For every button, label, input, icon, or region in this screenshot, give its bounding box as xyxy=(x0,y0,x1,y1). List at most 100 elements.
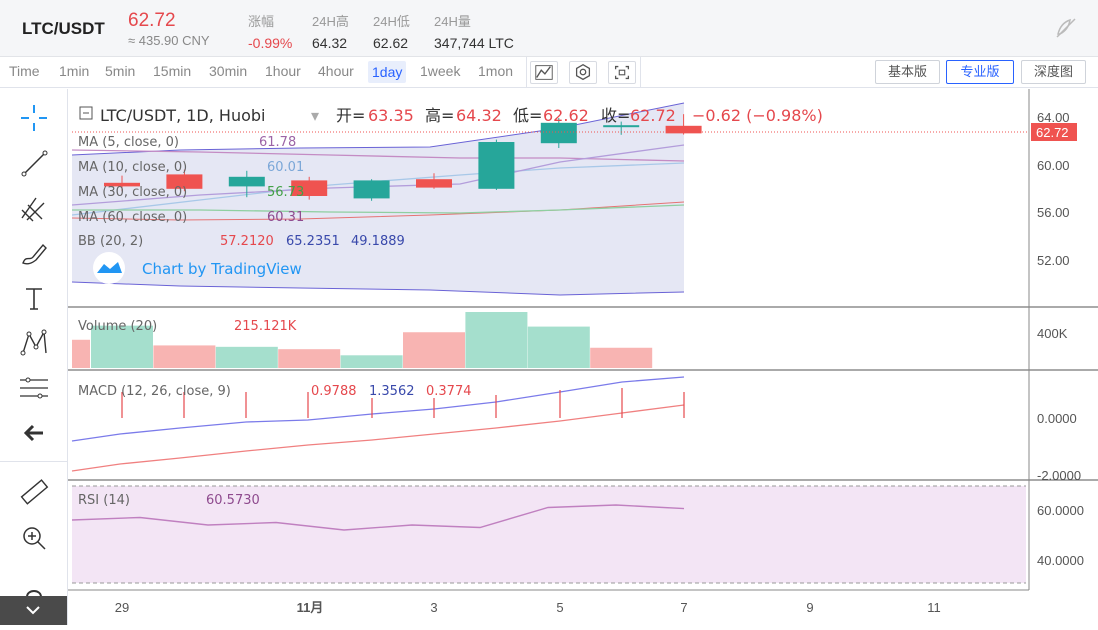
bb-fill xyxy=(72,103,684,295)
candle-body xyxy=(665,125,702,134)
stat-label: 24H低 xyxy=(373,14,410,29)
tf-1week[interactable]: 1week xyxy=(420,63,461,79)
hide-chart-icon[interactable] xyxy=(1054,16,1078,40)
volume-bar xyxy=(215,346,278,368)
ruler-icon xyxy=(20,479,49,505)
last-price-tag xyxy=(1031,123,1077,141)
volume-bar xyxy=(278,349,341,368)
divider xyxy=(526,57,527,88)
tradingview-logo xyxy=(93,252,125,284)
candles xyxy=(104,114,702,201)
stat-value: 62.62 xyxy=(373,35,409,51)
stat-low: 24H低 62.62 xyxy=(373,11,410,51)
ma5-value: 61.78 xyxy=(259,135,296,150)
ma10-value: 60.01 xyxy=(267,160,304,175)
time-tick: 29 xyxy=(115,600,129,615)
candle-body xyxy=(478,142,515,189)
pair-title[interactable]: LTC/USDT xyxy=(22,19,105,38)
indicators-button[interactable] xyxy=(530,61,558,84)
volume-bars xyxy=(72,312,653,368)
low-value: 62.62 xyxy=(543,106,589,125)
fullscreen-button[interactable] xyxy=(608,61,636,84)
bb-upper-value: 65.2351 xyxy=(286,234,340,249)
tf-1day[interactable]: 1day xyxy=(368,61,407,83)
stat-high: 24H高 64.32 xyxy=(312,11,349,51)
price-tick: 60.00 xyxy=(1037,158,1070,173)
zoom-tool[interactable] xyxy=(16,520,52,556)
close-label: 收= xyxy=(601,106,630,125)
candle-body xyxy=(353,180,390,199)
macd-pane xyxy=(71,376,685,472)
fib-tool[interactable] xyxy=(16,370,52,406)
text-tool[interactable] xyxy=(16,280,52,316)
stat-volume: 24H量 347,744 LTC xyxy=(434,11,514,51)
tf-1min[interactable]: 1min xyxy=(59,63,90,79)
macd-histogram xyxy=(121,388,685,418)
chart-toolbar: Time 1min 5min 15min 30min 1hour 4hour 1… xyxy=(0,57,1098,88)
collapse-toolbar-button[interactable] xyxy=(0,596,67,625)
ma10-label: MA (10, close, 0) xyxy=(78,160,187,175)
tf-15min[interactable]: 15min xyxy=(153,63,192,79)
settings-button[interactable] xyxy=(569,61,597,84)
divider xyxy=(640,57,641,88)
volume-bar xyxy=(465,312,528,368)
crosshair-tool[interactable] xyxy=(16,100,52,136)
candle-body xyxy=(228,176,265,187)
candle-body xyxy=(291,180,328,196)
high-label: 高= xyxy=(425,106,454,125)
volume-bar xyxy=(527,326,590,368)
pitchfork-icon xyxy=(21,197,45,222)
tf-1hour[interactable]: 1hour xyxy=(265,63,301,79)
volume-bar xyxy=(403,332,465,368)
candle-body xyxy=(416,179,452,188)
tf-time[interactable]: Time xyxy=(9,63,40,79)
macd-line xyxy=(71,376,685,442)
trend-line-tool[interactable] xyxy=(16,145,52,181)
brush-tool[interactable] xyxy=(16,235,52,271)
volume-label: Volume (20) xyxy=(78,319,157,334)
back-button[interactable] xyxy=(16,415,52,451)
candle-body xyxy=(166,174,203,189)
low-label: 低= xyxy=(513,106,542,125)
time-tick: 11 xyxy=(927,600,941,615)
candle-body xyxy=(104,182,140,187)
tf-5min[interactable]: 5min xyxy=(105,63,136,79)
change-value: −0.62 (−0.98%) xyxy=(692,106,823,125)
high-value: 64.32 xyxy=(456,106,502,125)
candle-body xyxy=(603,125,640,128)
divider xyxy=(0,461,67,462)
view-depth-button[interactable]: 深度图 xyxy=(1021,60,1086,84)
time-tick: 5 xyxy=(556,600,563,615)
tf-4hour[interactable]: 4hour xyxy=(318,63,354,79)
ma5-line xyxy=(72,149,685,162)
macd-tick: -2.0000 xyxy=(1037,468,1081,483)
collapse-legend-icon[interactable] xyxy=(79,106,93,120)
stat-value: -0.99% xyxy=(248,35,293,51)
bb-lower-line xyxy=(72,281,685,296)
time-tick: 9 xyxy=(806,600,813,615)
stat-change: 涨幅 -0.99% xyxy=(248,11,292,51)
bb-mid-value: 57.2120 xyxy=(220,234,274,249)
tf-30min[interactable]: 30min xyxy=(209,63,248,79)
chevron-down-icon[interactable]: ▾ xyxy=(311,106,319,125)
rsi-line xyxy=(71,504,685,531)
ma60-label: MA (60, close, 0) xyxy=(78,210,187,225)
symbol-title: LTC/USDT, 1D, Huobi xyxy=(100,106,265,125)
view-basic-button[interactable]: 基本版 xyxy=(875,60,940,84)
close-value: 62.72 xyxy=(630,106,676,125)
rsi-tick: 60.0000 xyxy=(1037,503,1084,518)
time-tick: 11月 xyxy=(297,600,324,615)
macd-signal-value: 0.3774 xyxy=(426,384,472,399)
chevron-down-icon xyxy=(26,606,40,615)
pitchfork-tool[interactable] xyxy=(16,190,52,226)
tf-1mon[interactable]: 1mon xyxy=(478,63,514,79)
pattern-tool[interactable] xyxy=(16,325,52,361)
bollinger-bands xyxy=(72,102,702,296)
view-pro-button[interactable]: 专业版 xyxy=(946,60,1014,84)
ruler-tool[interactable] xyxy=(16,475,52,511)
tradingview-watermark[interactable]: Chart by TradingView xyxy=(142,260,302,278)
rsi-band-fill xyxy=(72,486,1026,583)
ma10-line xyxy=(72,162,685,216)
indicator-icon xyxy=(535,65,553,80)
